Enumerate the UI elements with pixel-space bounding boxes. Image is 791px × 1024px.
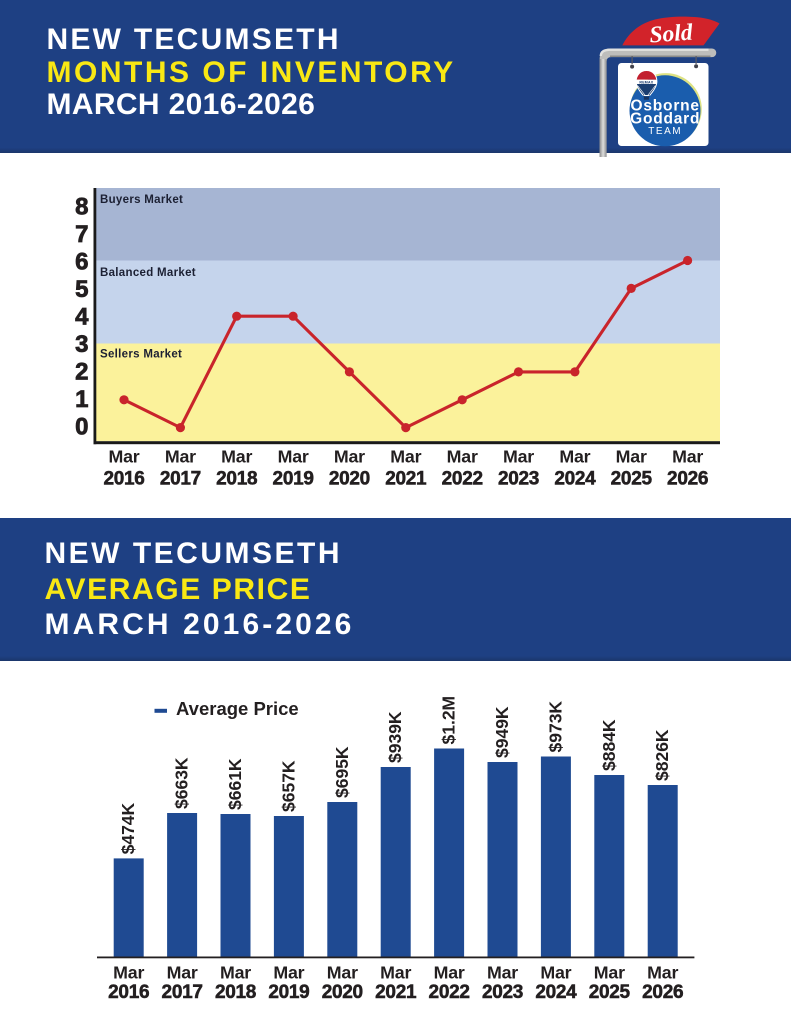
- svg-text:Mar: Mar: [487, 963, 518, 983]
- svg-text:$884K: $884K: [599, 719, 619, 771]
- svg-text:$826K: $826K: [652, 729, 672, 781]
- svg-text:Mar: Mar: [594, 963, 625, 983]
- svg-text:6: 6: [75, 249, 88, 276]
- svg-text:Mar: Mar: [165, 447, 196, 467]
- svg-text:Sold: Sold: [649, 19, 695, 48]
- svg-text:$949K: $949K: [492, 706, 512, 758]
- svg-text:3: 3: [75, 331, 88, 358]
- svg-text:$695K: $695K: [332, 746, 352, 798]
- svg-text:Mar: Mar: [334, 447, 365, 467]
- svg-text:Mar: Mar: [390, 447, 421, 467]
- svg-text:2021: 2021: [385, 468, 427, 489]
- svg-text:Mar: Mar: [647, 963, 678, 983]
- svg-text:Mar: Mar: [278, 447, 309, 467]
- svg-text:2025: 2025: [611, 468, 653, 489]
- svg-text:Average Price: Average Price: [176, 698, 299, 719]
- svg-text:Osborne: Osborne: [631, 98, 700, 115]
- svg-text:2023: 2023: [498, 468, 539, 489]
- svg-text:2017: 2017: [160, 468, 201, 489]
- svg-text:2024: 2024: [554, 468, 596, 489]
- svg-text:$657K: $657K: [278, 760, 298, 812]
- svg-text:2025: 2025: [589, 982, 631, 1003]
- svg-text:0: 0: [75, 413, 88, 440]
- svg-text:$939K: $939K: [385, 711, 405, 763]
- svg-text:5: 5: [75, 276, 88, 303]
- svg-text:Mar: Mar: [273, 963, 304, 983]
- svg-text:2: 2: [75, 358, 88, 385]
- svg-text:Mar: Mar: [108, 447, 139, 467]
- svg-text:Mar: Mar: [327, 963, 358, 983]
- svg-text:Balanced Market: Balanced Market: [100, 267, 196, 279]
- svg-text:2019: 2019: [268, 982, 309, 1003]
- svg-text:7: 7: [75, 221, 88, 248]
- svg-text:Mar: Mar: [220, 963, 251, 983]
- svg-text:2016: 2016: [108, 982, 149, 1003]
- svg-text:2018: 2018: [215, 982, 256, 1003]
- svg-text:Mar: Mar: [672, 447, 703, 467]
- svg-text:2018: 2018: [216, 468, 257, 489]
- svg-text:2024: 2024: [535, 982, 577, 1003]
- svg-text:$663K: $663K: [172, 757, 192, 809]
- svg-text:2017: 2017: [162, 982, 203, 1003]
- svg-text:Mar: Mar: [113, 963, 144, 983]
- svg-text:Mar: Mar: [434, 963, 465, 983]
- svg-text:2016: 2016: [103, 468, 144, 489]
- svg-text:$973K: $973K: [545, 701, 565, 753]
- svg-text:8: 8: [75, 194, 88, 221]
- svg-text:2021: 2021: [375, 982, 417, 1003]
- svg-text:Mar: Mar: [559, 447, 590, 467]
- svg-text:Mar: Mar: [540, 963, 571, 983]
- svg-text:$661K: $661K: [225, 758, 245, 810]
- svg-text:4: 4: [75, 304, 89, 331]
- svg-text:1: 1: [75, 386, 88, 413]
- svg-text:2022: 2022: [429, 982, 470, 1003]
- svg-text:$1.2M: $1.2M: [439, 696, 459, 745]
- svg-text:Mar: Mar: [167, 963, 198, 983]
- svg-text:2020: 2020: [329, 468, 370, 489]
- svg-text:Mar: Mar: [447, 447, 478, 467]
- svg-text:2026: 2026: [667, 468, 708, 489]
- svg-text:Mar: Mar: [503, 447, 534, 467]
- svg-text:REMAX: REMAX: [639, 80, 653, 84]
- svg-text:2020: 2020: [322, 982, 363, 1003]
- svg-text:Goddard: Goddard: [630, 111, 700, 128]
- svg-text:2026: 2026: [642, 982, 683, 1003]
- svg-text:2022: 2022: [442, 468, 483, 489]
- svg-text:Mar: Mar: [616, 447, 647, 467]
- svg-text:Mar: Mar: [380, 963, 411, 983]
- svg-text:Sellers Market: Sellers Market: [100, 348, 182, 360]
- svg-text:Mar: Mar: [221, 447, 252, 467]
- svg-text:2023: 2023: [482, 982, 523, 1003]
- svg-text:$474K: $474K: [118, 802, 138, 854]
- svg-text:Buyers Market: Buyers Market: [100, 194, 183, 206]
- svg-text:TEAM: TEAM: [648, 126, 682, 137]
- svg-text:2019: 2019: [273, 468, 314, 489]
